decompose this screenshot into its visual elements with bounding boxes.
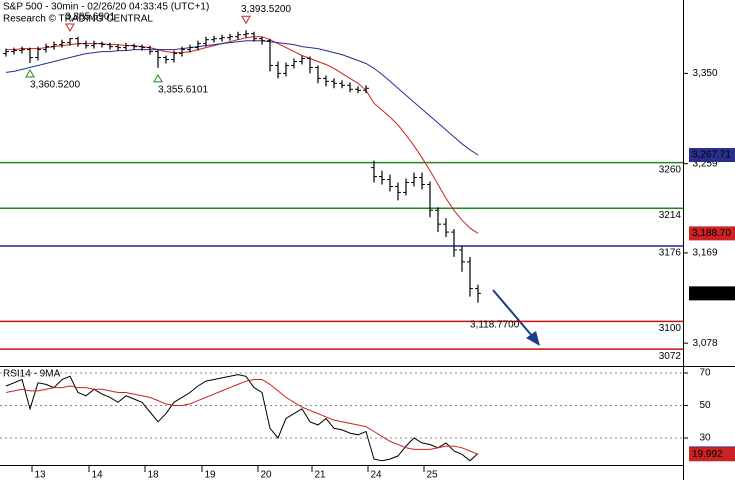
series-line	[5, 40, 479, 156]
projection-arrow	[492, 289, 540, 346]
rsi-title: RSI14 - 9MA	[3, 369, 61, 380]
value-tag	[689, 447, 735, 462]
x-tick-label: 20	[260, 470, 272, 480]
annotation-marker	[153, 73, 163, 83]
annotation-label: 3,360.5200	[30, 80, 80, 91]
y-tick-label: 70	[699, 368, 711, 379]
x-tick-label: 25	[426, 470, 438, 480]
price-tag	[689, 286, 735, 301]
y-tick-label: 3,350	[692, 68, 717, 79]
level-label: 3214	[659, 210, 682, 221]
x-tick-label: 13	[34, 470, 46, 480]
y-tick-label: 30	[699, 433, 711, 444]
x-tick-label: 21	[314, 470, 326, 480]
level-label: 3176	[659, 248, 682, 259]
x-tick-label: 19	[204, 470, 216, 480]
annotation-marker	[25, 68, 35, 78]
chart-subtitle: Research © TRADING CENTRAL	[3, 14, 153, 25]
value-tag-label: 19.992	[692, 449, 723, 460]
annotation-label: 3,118.7700	[470, 319, 520, 330]
price-tag	[689, 226, 735, 241]
x-tick-label: 18	[147, 470, 159, 480]
arrow-shaft	[492, 289, 534, 338]
annotation-label: 3,385.6901	[65, 12, 115, 23]
annotation-label: 3,393.5200	[241, 4, 291, 15]
y-tick-label: 3,169	[692, 248, 717, 259]
annotation-marker	[65, 23, 75, 33]
x-tick-label: 14	[91, 470, 103, 480]
annotation-label: 3,355.6101	[158, 84, 208, 95]
arrow-head	[526, 331, 540, 346]
annotation-marker	[241, 15, 251, 25]
chart-title: S&P 500 - 30min - 02/26/20 04:33:45 (UTC…	[3, 2, 209, 13]
price-tag-label: 3,267.71	[692, 150, 731, 161]
price-tag	[689, 148, 735, 163]
series-line	[5, 374, 479, 462]
y-tick-label: 3,078	[692, 338, 717, 349]
level-label: 3100	[659, 323, 682, 334]
price-tag-label: 3,128.21	[692, 288, 731, 299]
x-tick-label: 24	[370, 470, 382, 480]
y-tick-label: 50	[699, 400, 711, 411]
y-tick-label: 3,259	[692, 158, 717, 169]
level-label: 3260	[659, 164, 682, 175]
series-line	[5, 379, 479, 455]
price-tag-label: 3,188.70	[692, 228, 731, 239]
level-label: 3072	[659, 351, 682, 362]
